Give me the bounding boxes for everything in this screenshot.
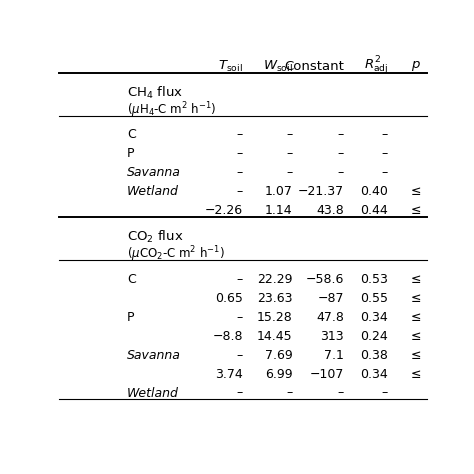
Text: –: – bbox=[337, 128, 344, 141]
Text: –: – bbox=[237, 185, 243, 199]
Text: –: – bbox=[337, 386, 344, 400]
Text: C: C bbox=[127, 273, 136, 286]
Text: −8.8: −8.8 bbox=[212, 329, 243, 343]
Text: –: – bbox=[382, 128, 388, 141]
Text: Constant: Constant bbox=[284, 60, 344, 73]
Text: 0.53: 0.53 bbox=[360, 273, 388, 286]
Text: −58.6: −58.6 bbox=[306, 273, 344, 286]
Text: 23.63: 23.63 bbox=[257, 292, 292, 305]
Text: P: P bbox=[127, 310, 135, 324]
Text: –: – bbox=[237, 310, 243, 324]
Text: 0.40: 0.40 bbox=[360, 185, 388, 199]
Text: 0.34: 0.34 bbox=[360, 310, 388, 324]
Text: ≤: ≤ bbox=[410, 204, 421, 218]
Text: 0.44: 0.44 bbox=[360, 204, 388, 218]
Text: 14.45: 14.45 bbox=[257, 329, 292, 343]
Text: –: – bbox=[237, 166, 243, 180]
Text: 0.65: 0.65 bbox=[215, 292, 243, 305]
Text: 1.07: 1.07 bbox=[264, 185, 292, 199]
Text: –: – bbox=[382, 166, 388, 180]
Text: C: C bbox=[127, 128, 136, 141]
Text: 3.74: 3.74 bbox=[215, 367, 243, 381]
Text: ≤: ≤ bbox=[410, 273, 421, 286]
Text: –: – bbox=[337, 166, 344, 180]
Text: −87: −87 bbox=[318, 292, 344, 305]
Text: 47.8: 47.8 bbox=[316, 310, 344, 324]
Text: ($\mu$H$_4$-C m$^2$ h$^{-1}$): ($\mu$H$_4$-C m$^2$ h$^{-1}$) bbox=[127, 100, 217, 120]
Text: –: – bbox=[286, 386, 292, 400]
Text: 313: 313 bbox=[320, 329, 344, 343]
Text: ≤: ≤ bbox=[410, 185, 421, 199]
Text: 22.29: 22.29 bbox=[257, 273, 292, 286]
Text: –: – bbox=[237, 147, 243, 161]
Text: 6.99: 6.99 bbox=[265, 367, 292, 381]
Text: ≤: ≤ bbox=[410, 367, 421, 381]
Text: –: – bbox=[337, 147, 344, 161]
Text: ≤: ≤ bbox=[410, 292, 421, 305]
Text: 43.8: 43.8 bbox=[316, 204, 344, 218]
Text: $W_{\rm soil}$: $W_{\rm soil}$ bbox=[263, 58, 292, 73]
Text: CO$_2$ flux: CO$_2$ flux bbox=[127, 229, 183, 245]
Text: Savanna: Savanna bbox=[127, 166, 181, 180]
Text: $T_{\rm soil}$: $T_{\rm soil}$ bbox=[218, 58, 243, 73]
Text: –: – bbox=[237, 273, 243, 286]
Text: ≤: ≤ bbox=[410, 348, 421, 362]
Text: 7.69: 7.69 bbox=[265, 348, 292, 362]
Text: ($\mu$CO$_2$-C m$^2$ h$^{-1}$): ($\mu$CO$_2$-C m$^2$ h$^{-1}$) bbox=[127, 245, 225, 264]
Text: –: – bbox=[382, 386, 388, 400]
Text: –: – bbox=[237, 386, 243, 400]
Text: 15.28: 15.28 bbox=[257, 310, 292, 324]
Text: –: – bbox=[286, 166, 292, 180]
Text: −107: −107 bbox=[310, 367, 344, 381]
Text: 0.55: 0.55 bbox=[360, 292, 388, 305]
Text: –: – bbox=[237, 348, 243, 362]
Text: ≤: ≤ bbox=[410, 329, 421, 343]
Text: −21.37: −21.37 bbox=[298, 185, 344, 199]
Text: –: – bbox=[382, 147, 388, 161]
Text: 1.14: 1.14 bbox=[265, 204, 292, 218]
Text: P: P bbox=[127, 147, 135, 161]
Text: –: – bbox=[286, 128, 292, 141]
Text: $p$: $p$ bbox=[411, 59, 421, 73]
Text: Savanna: Savanna bbox=[127, 348, 181, 362]
Text: 0.38: 0.38 bbox=[360, 348, 388, 362]
Text: ≤: ≤ bbox=[410, 310, 421, 324]
Text: Wetland: Wetland bbox=[127, 185, 179, 199]
Text: $R^{2}_{\rm adj}$: $R^{2}_{\rm adj}$ bbox=[364, 55, 388, 77]
Text: 0.24: 0.24 bbox=[360, 329, 388, 343]
Text: 7.1: 7.1 bbox=[324, 348, 344, 362]
Text: CH$_4$ flux: CH$_4$ flux bbox=[127, 84, 183, 100]
Text: Wetland: Wetland bbox=[127, 386, 179, 400]
Text: −2.26: −2.26 bbox=[205, 204, 243, 218]
Text: –: – bbox=[237, 128, 243, 141]
Text: –: – bbox=[286, 147, 292, 161]
Text: 0.34: 0.34 bbox=[360, 367, 388, 381]
